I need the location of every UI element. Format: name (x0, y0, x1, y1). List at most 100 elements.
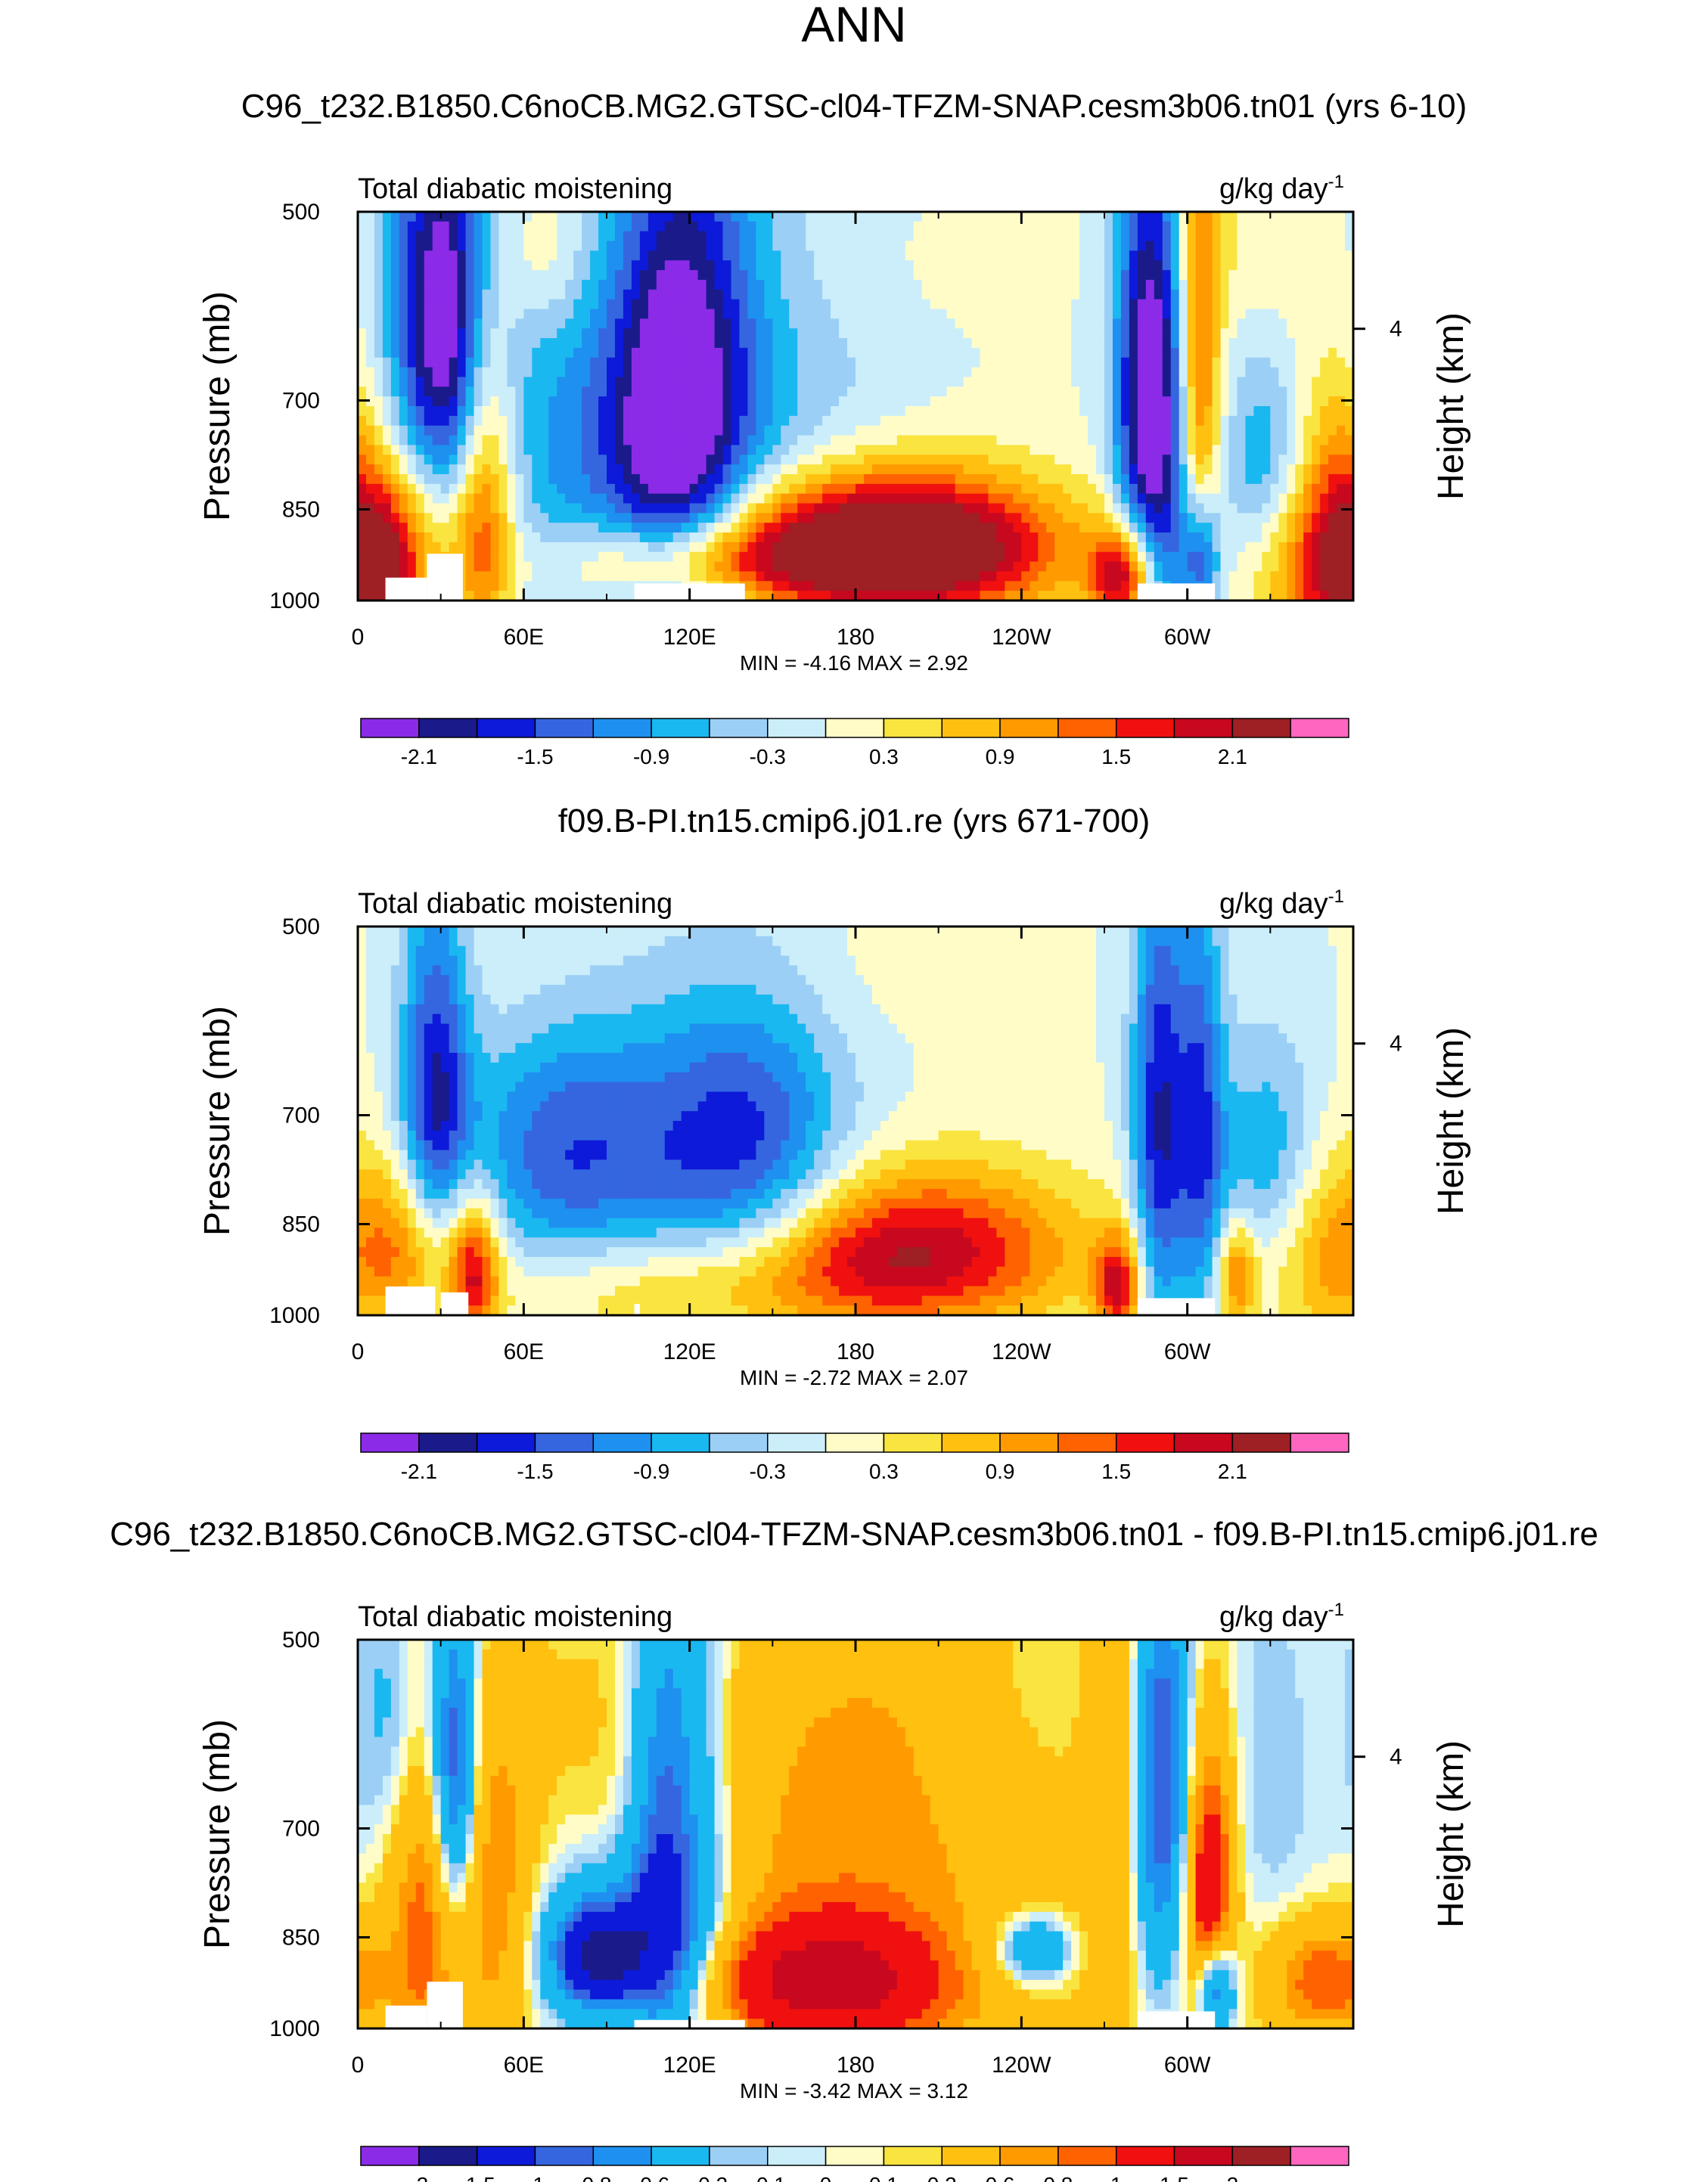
heatmap-cell (432, 299, 442, 310)
heatmap-cell (1104, 513, 1113, 523)
heatmap-cell (706, 464, 716, 475)
heatmap-cell (980, 406, 989, 417)
heatmap-cell (963, 231, 973, 242)
heatmap-cell (1063, 926, 1072, 937)
heatmap-cell (449, 396, 458, 407)
heatmap-cell (1079, 386, 1088, 397)
heatmap-cell (871, 279, 881, 290)
heatmap-cell (980, 561, 989, 573)
heatmap-cell (540, 396, 549, 407)
heatmap-cell (930, 445, 939, 455)
heatmap-cell (365, 338, 375, 349)
heatmap-cell (656, 561, 666, 573)
heatmap-cell (1145, 367, 1155, 378)
heatmap-cell (1253, 551, 1262, 563)
heatmap-cell (1237, 425, 1247, 436)
heatmap-cell (1038, 318, 1047, 329)
heatmap-cell (623, 503, 632, 514)
heatmap-cell (856, 250, 865, 261)
heatmap-cell (1212, 551, 1222, 563)
heatmap-cell (498, 455, 508, 465)
heatmap-cell (822, 279, 831, 290)
heatmap-cell (390, 386, 400, 397)
heatmap-cell (980, 425, 989, 436)
heatmap-cell (756, 347, 765, 358)
heatmap-cell (565, 347, 574, 358)
heatmap-cell (764, 260, 773, 271)
heatmap-cell (614, 338, 624, 349)
heatmap-cell (590, 299, 599, 310)
heatmap-cell (623, 289, 632, 300)
heatmap-cell (631, 493, 641, 504)
heatmap-cell (498, 338, 508, 349)
heatmap-cell (1154, 347, 1163, 358)
heatmap-cell (839, 299, 848, 310)
heatmap-cell (856, 415, 865, 427)
heatmap-cell (706, 435, 716, 445)
heatmap-cell (888, 493, 898, 504)
heatmap-cell (1195, 415, 1205, 427)
heatmap-cell (465, 270, 475, 281)
heatmap-cell (1228, 241, 1238, 251)
heatmap-cell (639, 377, 649, 387)
heatmap-cell (449, 299, 458, 310)
heatmap-cell (440, 367, 450, 378)
heatmap-cell (1154, 328, 1163, 339)
heatmap-cell (1237, 415, 1247, 427)
heatmap-cell (1203, 415, 1213, 427)
heatmap-cell (1038, 377, 1047, 387)
heatmap-cell (1021, 328, 1030, 339)
heatmap-cell (424, 318, 433, 329)
heatmap-cell (523, 367, 533, 378)
heatmap-cell (1088, 377, 1097, 387)
heatmap-cell (1162, 270, 1172, 281)
heatmap-cell (1228, 473, 1238, 485)
heatmap-cell (946, 260, 956, 271)
heatmap-cell (814, 367, 823, 378)
heatmap-cell (639, 309, 649, 319)
heatmap-cell (1278, 571, 1287, 582)
heatmap-cell (440, 523, 450, 533)
heatmap-cell (797, 551, 806, 563)
heatmap-cell (1079, 926, 1088, 937)
heatmap-cell (1104, 318, 1113, 329)
heatmap-cell (1303, 396, 1312, 407)
heatmap-cell (1345, 464, 1354, 475)
heatmap-cell (1013, 551, 1022, 563)
heatmap-cell (607, 473, 616, 485)
heatmap-cell (988, 473, 998, 485)
heatmap-cell (1079, 415, 1088, 427)
heatmap-cell (1295, 377, 1304, 387)
heatmap-cell (515, 386, 524, 397)
heatmap-cell (1320, 367, 1329, 378)
heatmap-cell (557, 347, 566, 358)
heatmap-cell (374, 347, 384, 358)
heatmap-cell (1203, 328, 1213, 339)
heatmap-cell (971, 367, 981, 378)
heatmap-cell (797, 347, 806, 358)
heatmap-cell (871, 415, 881, 427)
heatmap-cell (1228, 445, 1238, 455)
heatmap-cell (582, 347, 591, 358)
heatmap-cell (639, 241, 649, 251)
heatmap-cell (896, 591, 906, 601)
heatmap-cell (1345, 386, 1354, 397)
heatmap-cell (523, 532, 533, 543)
heatmap-cell (1179, 289, 1188, 300)
heatmap-cell (1079, 445, 1088, 455)
heatmap-cell (1237, 221, 1247, 232)
heatmap-cell (1054, 523, 1064, 533)
heatmap-cell (756, 289, 765, 300)
heatmap-cell (806, 299, 815, 310)
heatmap-cell (1104, 231, 1113, 242)
heatmap-cell (1303, 551, 1312, 563)
heatmap-cell (913, 591, 923, 601)
heatmap-cell (731, 445, 741, 455)
heatmap-cell (888, 309, 898, 319)
heatmap-cell (523, 571, 533, 582)
heatmap-cell (996, 503, 1005, 514)
heatmap-cell (532, 415, 541, 427)
heatmap-cell (1303, 347, 1312, 358)
heatmap-cell (440, 926, 450, 937)
heatmap-cell (457, 260, 467, 271)
